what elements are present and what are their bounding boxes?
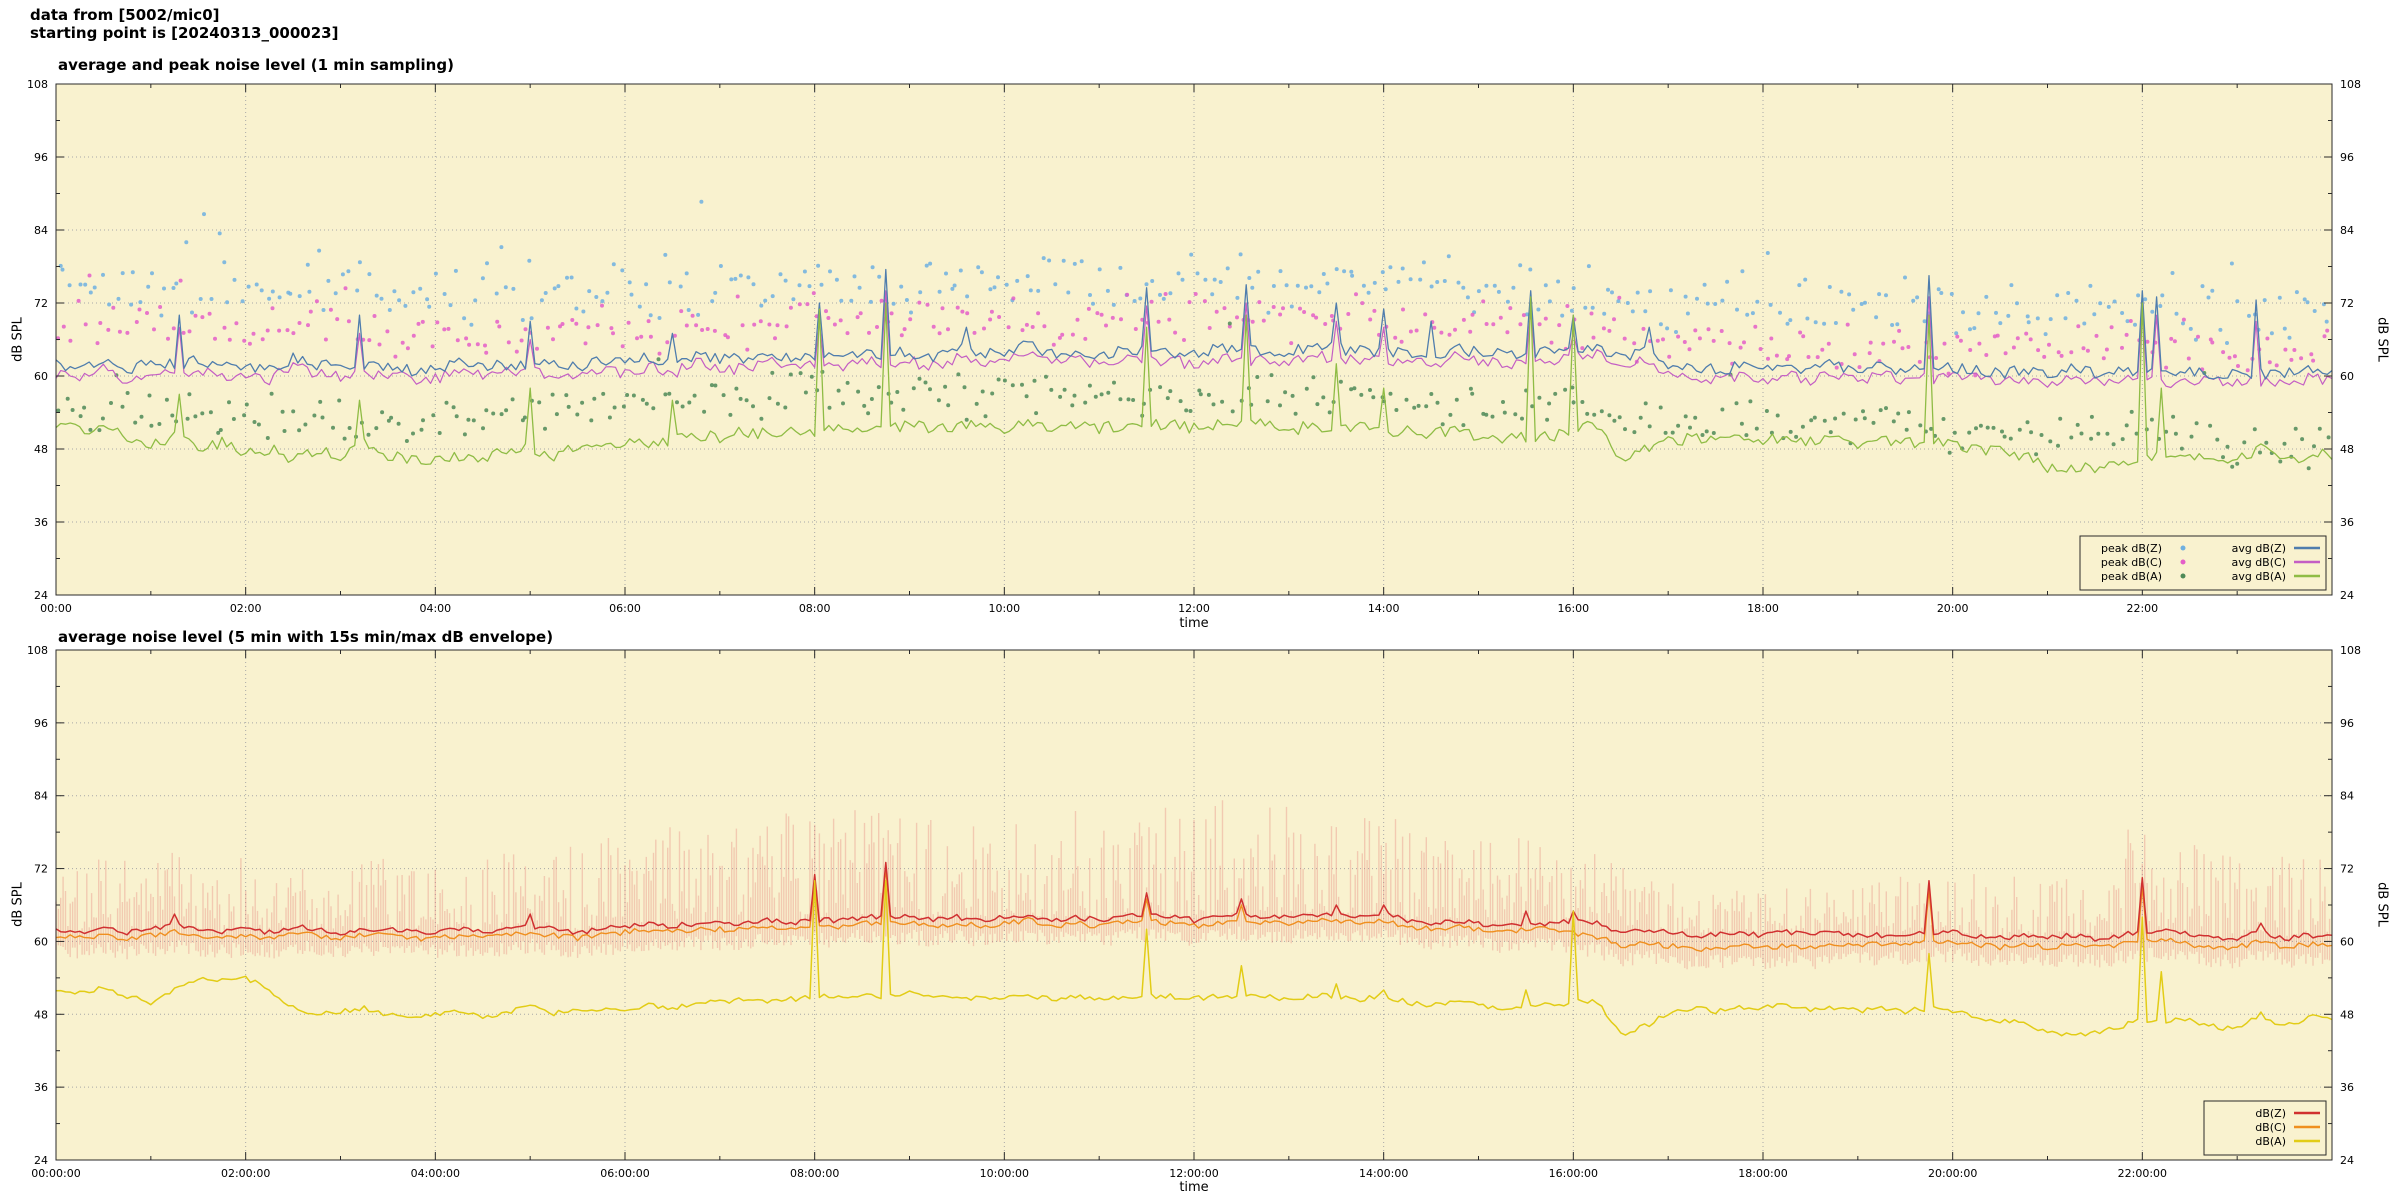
top-chart-xlabel: time	[1179, 616, 1209, 631]
svg-text:14:00:00: 14:00:00	[1359, 1167, 1408, 1180]
svg-text:48: 48	[34, 1008, 48, 1021]
svg-text:84: 84	[34, 224, 48, 237]
svg-text:48: 48	[2340, 1008, 2354, 1021]
svg-text:24: 24	[34, 589, 48, 602]
top-chart-title: average and peak noise level (1 min samp…	[58, 56, 454, 74]
svg-text:36: 36	[2340, 1081, 2354, 1094]
svg-text:16:00: 16:00	[1557, 602, 1589, 615]
svg-text:108: 108	[27, 78, 48, 91]
svg-text:avg dB(Z): avg dB(Z)	[2232, 542, 2286, 555]
svg-text:60: 60	[34, 370, 48, 383]
svg-text:96: 96	[2340, 151, 2354, 164]
svg-text:12:00:00: 12:00:00	[1169, 1167, 1218, 1180]
top-chart-ylabel-right: dB SPL	[2374, 317, 2390, 362]
svg-text:36: 36	[34, 1081, 48, 1094]
svg-text:16:00:00: 16:00:00	[1549, 1167, 1598, 1180]
svg-text:108: 108	[2340, 644, 2361, 657]
svg-text:36: 36	[2340, 516, 2354, 529]
svg-text:04:00:00: 04:00:00	[411, 1167, 460, 1180]
svg-text:22:00: 22:00	[2126, 602, 2158, 615]
svg-text:108: 108	[27, 644, 48, 657]
svg-text:96: 96	[34, 717, 48, 730]
svg-text:avg dB(A): avg dB(A)	[2232, 570, 2286, 583]
svg-text:00:00: 00:00	[40, 602, 72, 615]
svg-text:06:00: 06:00	[609, 602, 641, 615]
svg-text:72: 72	[34, 863, 48, 876]
bottom-chart-ylabel-right: dB SPL	[2374, 882, 2390, 927]
svg-text:10:00: 10:00	[988, 602, 1020, 615]
svg-text:72: 72	[2340, 297, 2354, 310]
svg-text:peak dB(A): peak dB(A)	[2101, 570, 2162, 583]
svg-text:72: 72	[2340, 863, 2354, 876]
svg-text:18:00: 18:00	[1747, 602, 1779, 615]
svg-text:avg dB(C): avg dB(C)	[2231, 556, 2286, 569]
header-line1: data from [5002/mic0]	[30, 6, 220, 24]
svg-text:02:00: 02:00	[230, 602, 262, 615]
svg-text:18:00:00: 18:00:00	[1738, 1167, 1787, 1180]
svg-text:dB(Z): dB(Z)	[2255, 1107, 2286, 1120]
svg-text:00:00:00: 00:00:00	[31, 1167, 80, 1180]
svg-text:84: 84	[2340, 790, 2354, 803]
svg-text:dB(A): dB(A)	[2255, 1135, 2286, 1148]
svg-text:08:00:00: 08:00:00	[790, 1167, 839, 1180]
svg-text:108: 108	[2340, 78, 2361, 91]
bottom-chart-xlabel: time	[1179, 1180, 1209, 1195]
svg-text:24: 24	[2340, 1154, 2354, 1167]
svg-text:60: 60	[34, 935, 48, 948]
svg-text:12:00: 12:00	[1178, 602, 1210, 615]
svg-text:60: 60	[2340, 935, 2354, 948]
svg-text:06:00:00: 06:00:00	[600, 1167, 649, 1180]
svg-text:02:00:00: 02:00:00	[221, 1167, 270, 1180]
bottom-chart-ylabel-left: dB SPL	[10, 882, 26, 927]
svg-text:10:00:00: 10:00:00	[980, 1167, 1029, 1180]
header-line2: starting point is [20240313_000023]	[30, 24, 339, 42]
svg-text:04:00: 04:00	[419, 602, 451, 615]
svg-text:08:00: 08:00	[799, 602, 831, 615]
svg-text:36: 36	[34, 516, 48, 529]
svg-text:22:00:00: 22:00:00	[2118, 1167, 2167, 1180]
svg-text:84: 84	[2340, 224, 2354, 237]
svg-text:96: 96	[34, 151, 48, 164]
svg-text:20:00:00: 20:00:00	[1928, 1167, 1977, 1180]
svg-text:60: 60	[2340, 370, 2354, 383]
svg-text:dB(C): dB(C)	[2255, 1121, 2286, 1134]
bottom-chart-title: average noise level (5 min with 15s min/…	[58, 628, 554, 646]
svg-text:14:00: 14:00	[1368, 602, 1400, 615]
svg-text:24: 24	[2340, 589, 2354, 602]
svg-text:84: 84	[34, 790, 48, 803]
svg-text:72: 72	[34, 297, 48, 310]
svg-text:24: 24	[34, 1154, 48, 1167]
svg-text:96: 96	[2340, 717, 2354, 730]
svg-text:48: 48	[34, 443, 48, 456]
top-chart-ylabel-left: dB SPL	[10, 317, 26, 362]
svg-text:peak dB(Z): peak dB(Z)	[2101, 542, 2162, 555]
svg-text:48: 48	[2340, 443, 2354, 456]
svg-text:peak dB(C): peak dB(C)	[2101, 556, 2162, 569]
svg-text:20:00: 20:00	[1937, 602, 1969, 615]
